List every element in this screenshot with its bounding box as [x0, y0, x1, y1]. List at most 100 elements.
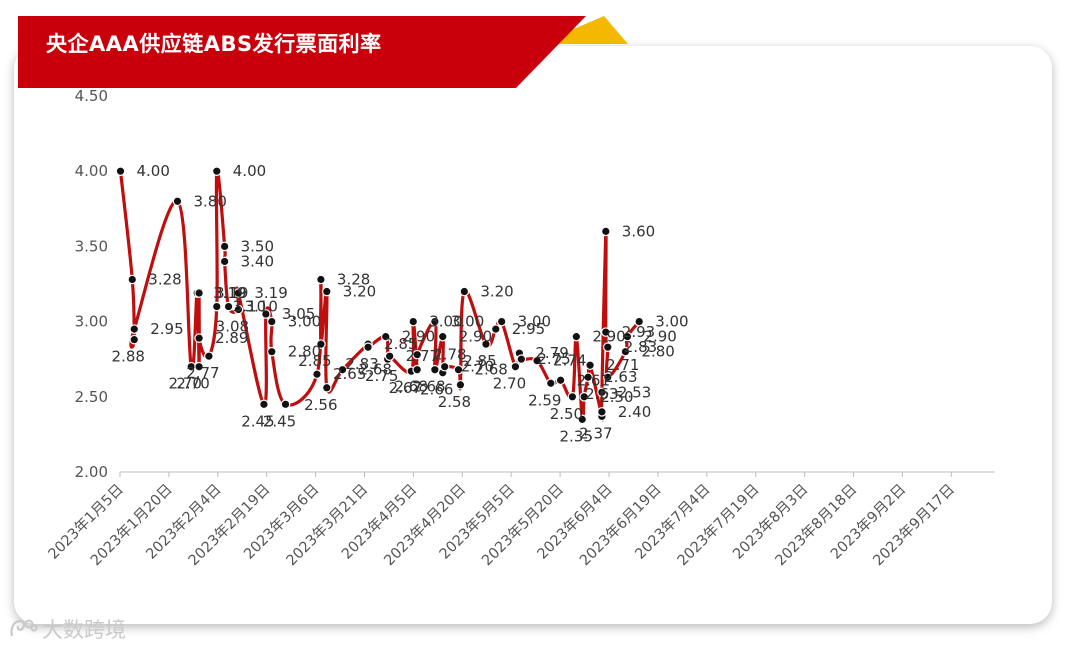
- title-banner-shape: [18, 16, 628, 88]
- x-tick-label: 2023年7月19日: [674, 481, 762, 569]
- data-point: [129, 324, 140, 334]
- data-label: 3.10: [245, 298, 278, 316]
- x-tick-label: 2023年2月19日: [185, 481, 273, 569]
- y-tick-label: 2.00: [75, 463, 108, 481]
- data-label: 3.00: [288, 313, 321, 331]
- data-label: 3.08: [216, 318, 249, 336]
- data-label: 3.20: [343, 283, 376, 301]
- data-label: 3.20: [480, 283, 513, 301]
- data-label: 3.19: [213, 284, 246, 302]
- data-label: 2.90: [592, 328, 625, 346]
- data-label: 4.00: [137, 162, 170, 180]
- x-tick-label: 2023年5月20日: [478, 481, 566, 569]
- data-label: 3.50: [241, 237, 274, 255]
- data-label: 2.63: [585, 385, 618, 403]
- data-label: 3.00: [655, 313, 688, 331]
- data-label: 2.67: [389, 379, 422, 397]
- data-label: 2.85: [384, 335, 417, 353]
- data-label: 3.05: [282, 305, 315, 323]
- data-point: [516, 354, 527, 364]
- data-label: 2.83: [345, 355, 378, 373]
- x-tick-label: 2023年8月18日: [772, 481, 860, 569]
- data-label: 2.70: [461, 358, 494, 376]
- data-point: [597, 387, 607, 398]
- data-point: [634, 316, 645, 327]
- data-label: 2.35: [560, 427, 593, 445]
- data-point: [172, 196, 183, 207]
- data-point: [363, 342, 373, 352]
- data-label: 2.90: [402, 328, 435, 346]
- data-point: [453, 364, 464, 375]
- data-point: [439, 361, 450, 372]
- data-label: 2.37: [579, 424, 612, 442]
- data-label: 2.61: [577, 371, 610, 389]
- data-point: [532, 355, 542, 366]
- y-tick-label: 4.50: [75, 87, 108, 105]
- data-label: 2.63: [604, 368, 637, 386]
- data-point: [129, 334, 140, 345]
- data-label: 2.65: [333, 365, 366, 383]
- data-label: 2.80: [288, 343, 321, 361]
- data-label: 2.45: [263, 412, 296, 430]
- data-point: [577, 414, 588, 425]
- y-tick-label: 4.00: [75, 162, 108, 180]
- data-point: [408, 316, 419, 327]
- data-label: 2.85: [463, 352, 496, 370]
- data-point: [211, 301, 222, 312]
- data-label: 2.71: [606, 356, 639, 374]
- data-label: 3.00: [429, 313, 462, 331]
- x-tick-label: 2023年3月21日: [283, 481, 371, 569]
- data-point: [437, 331, 448, 342]
- chart-card: [14, 46, 1052, 624]
- data-label: 2.83: [624, 338, 657, 356]
- data-point: [233, 304, 244, 315]
- data-point: [496, 316, 507, 327]
- data-label: 3.19: [215, 284, 248, 302]
- data-label: 2.45: [241, 412, 274, 430]
- data-label: 2.77: [406, 347, 439, 365]
- data-point: [571, 331, 582, 342]
- data-point: [194, 288, 204, 298]
- data-point: [545, 378, 556, 389]
- data-point: [194, 361, 204, 372]
- data-label: 3.80: [193, 192, 226, 210]
- data-point: [127, 274, 138, 285]
- data-label: 2.89: [215, 329, 248, 347]
- data-point: [622, 331, 633, 342]
- data-label: 2.68: [394, 378, 427, 396]
- data-label: 2.66: [420, 381, 453, 399]
- data-point: [585, 360, 595, 371]
- watermark: 大数跨境: [8, 614, 126, 644]
- watermark-text: 大数跨境: [42, 618, 126, 642]
- data-point: [115, 166, 126, 176]
- data-point: [259, 399, 269, 410]
- data-label: 2.79: [535, 344, 568, 362]
- data-point: [316, 339, 326, 349]
- data-point: [455, 379, 466, 390]
- x-tick-label: 2023年6月19日: [576, 481, 664, 569]
- data-label: 2.90: [459, 328, 492, 346]
- data-label: 2.74: [553, 352, 586, 370]
- data-label: 2.80: [641, 343, 674, 361]
- data-label: 2.75: [537, 350, 570, 368]
- data-label: 2.75: [365, 367, 398, 385]
- data-point: [430, 364, 440, 375]
- data-point: [266, 316, 277, 327]
- data-label: 3.00: [518, 313, 551, 331]
- data-point: [579, 391, 589, 402]
- chart-title: 央企AAA供应链ABS发行票面利率: [46, 32, 382, 56]
- data-label: 2.78: [433, 346, 466, 364]
- data-label: 2.50: [600, 388, 633, 406]
- data-point: [312, 369, 322, 380]
- data-point: [601, 327, 611, 337]
- data-point: [555, 375, 566, 386]
- y-tick-label: 3.50: [75, 237, 108, 255]
- data-label: 2.88: [112, 348, 145, 366]
- data-label: 2.70: [169, 375, 202, 393]
- data-label: 3.00: [451, 313, 484, 331]
- data-label: 3.19: [254, 284, 287, 302]
- data-label: 2.68: [412, 378, 445, 396]
- data-label: 2.50: [550, 405, 583, 423]
- title-banner: 央企AAA供应链ABS发行票面利率: [18, 16, 628, 88]
- y-tick-label: 3.00: [75, 313, 108, 331]
